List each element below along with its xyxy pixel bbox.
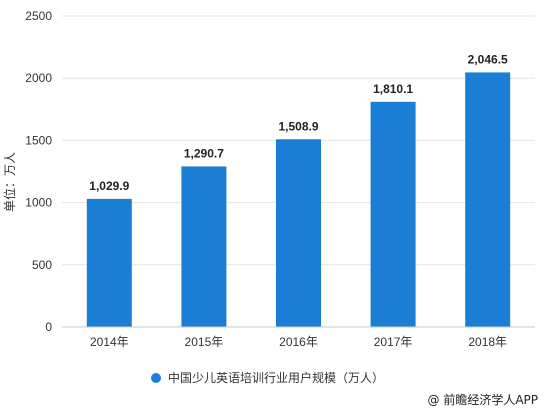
y-axis-ticks: 0 500 1000 1500 2000 2500 [25, 9, 52, 334]
source-credit: @ 前瞻经济学人APP [428, 392, 539, 407]
y-axis-title: 单位：万人 [2, 152, 17, 212]
y-tick-label: 2500 [25, 9, 52, 23]
data-label: 1,029.9 [89, 179, 129, 193]
legend-label: 中国少儿英语培训行业用户规模（万人） [168, 370, 384, 385]
data-label: 1,810.1 [373, 82, 413, 96]
data-label: 1,290.7 [184, 146, 224, 160]
y-tick-label: 1000 [25, 196, 52, 210]
y-tick-label: 2000 [25, 71, 52, 85]
x-tick-label: 2014年 [90, 335, 129, 349]
y-tick-label: 0 [45, 320, 52, 334]
x-tick-label: 2017年 [374, 335, 413, 349]
data-label: 2,046.5 [468, 52, 508, 66]
x-tick-label: 2016年 [279, 335, 318, 349]
bar [276, 139, 321, 327]
y-tick-label: 1500 [25, 133, 52, 147]
x-tick-label: 2015年 [185, 335, 224, 349]
bar [181, 166, 227, 327]
x-axis-ticks: 2014年 2015年 2016年 2017年 2018年 [90, 335, 507, 349]
data-labels: 1,029.9 1,290.7 1,508.9 1,810.1 2,046.5 [89, 52, 508, 192]
x-tick-label: 2018年 [468, 335, 507, 349]
legend-marker [151, 373, 161, 383]
bars [86, 72, 511, 327]
bar [465, 72, 511, 327]
legend: 中国少儿英语培训行业用户规模（万人） [151, 370, 384, 385]
bar [86, 198, 132, 327]
bar [370, 101, 416, 327]
data-label: 1,508.9 [278, 119, 318, 133]
y-tick-label: 500 [32, 258, 52, 272]
